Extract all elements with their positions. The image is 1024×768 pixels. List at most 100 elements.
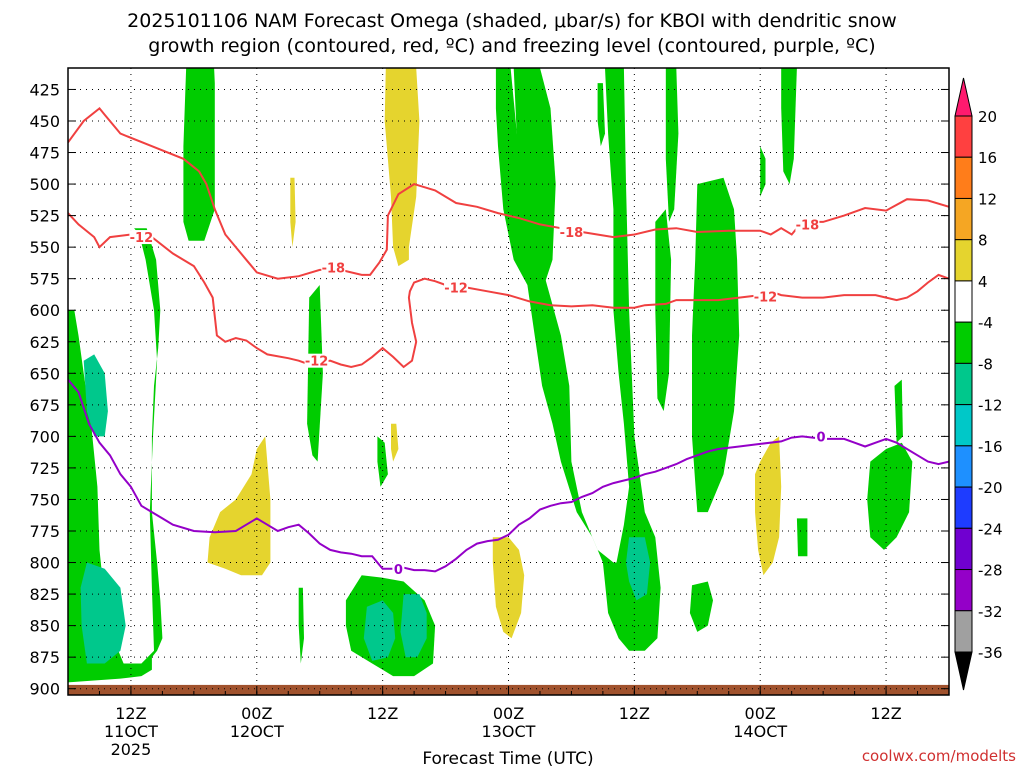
colorbar-segment-8	[954, 445, 973, 488]
omega-region-1-2	[363, 600, 396, 661]
omega-region-0-8	[665, 68, 679, 222]
x-tick-label-1-1: 12OCT	[230, 722, 284, 741]
y-axis: 425 450 475 500 525 550 575 600 625 650 675 700 725 7…	[29, 80, 949, 699]
omega-region-0-1	[183, 68, 215, 241]
colorbar: 20 16 12 8 4 -4 -8 -12 -16 -20 -24 -28 -32 -36	[954, 77, 1003, 691]
colorbar-label-2: 12	[978, 190, 997, 208]
colorbar-segment-9	[954, 486, 973, 529]
colorbar-segment-12	[954, 610, 973, 653]
freezing-label-bg-1	[815, 429, 828, 444]
omega-region-1-3	[400, 594, 427, 658]
colorbar-top-triangle	[954, 77, 973, 117]
freezing-level-line	[68, 378, 949, 573]
colorbar-segment-10	[954, 527, 973, 571]
omega-region-0-14	[689, 581, 713, 632]
contour-label-bg-5	[753, 289, 778, 304]
isotherm-minus12-line	[68, 212, 949, 369]
y-tick-label-650: 650	[29, 364, 60, 383]
omega-region-0-9	[597, 83, 605, 147]
colorbar-label-3: 8	[978, 232, 988, 250]
contour-label-bg-3	[559, 225, 584, 240]
colorbar-label-7: -12	[978, 397, 1003, 415]
y-tick-label-675: 675	[29, 396, 60, 415]
colorbar-segment-4	[954, 280, 973, 323]
colorbar-label-5: -4	[978, 314, 993, 332]
colorbar-segment-1	[954, 156, 973, 199]
x-tick-label-5-1: 14OCT	[733, 722, 787, 741]
omega-region-2-2	[207, 436, 271, 576]
x-tick-label-0-1: 11OCT	[104, 722, 158, 741]
y-tick-label-900: 900	[29, 680, 60, 699]
isotherm-contours: -12 -18 -12 -18 -12 -12 -18 0 0	[68, 107, 949, 578]
y-tick-label-825: 825	[29, 585, 60, 604]
colorbar-bottom-triangle	[954, 651, 973, 691]
y-tick-label-850: 850	[29, 617, 60, 636]
contour-label-0: -12	[130, 231, 154, 246]
colorbar-label-0: 20	[978, 108, 997, 126]
contour-label-1: -18	[322, 261, 346, 276]
omega-region-0-3	[377, 436, 388, 487]
y-tick-label-600: 600	[29, 301, 60, 320]
credit-text: coolwx.com/modelts	[862, 747, 1016, 765]
contour-label-5: -12	[754, 290, 778, 305]
omega-region-1-4	[626, 537, 651, 601]
omega-region-0-11	[692, 177, 740, 513]
omega-region-1-0	[83, 354, 108, 437]
y-tick-label-700: 700	[29, 427, 60, 446]
x-axis-title: Forecast Time (UTC)	[422, 749, 593, 768]
colorbar-label-6: -8	[978, 355, 993, 373]
x-tick-label-3-0: 00Z	[493, 704, 524, 723]
colorbar-label-12: -32	[978, 603, 1003, 621]
omega-region-0-6	[495, 68, 661, 651]
omega-region-2-0	[384, 68, 420, 267]
chart-title-line-2: growth region (contoured, red, ºC) and f…	[148, 35, 875, 57]
omega-region-1-1	[80, 562, 126, 664]
colorbar-segment-11	[954, 569, 973, 612]
contour-label-3: -18	[560, 226, 584, 241]
y-tick-label-425: 425	[29, 80, 60, 99]
omega-region-0-15	[796, 518, 808, 557]
colorbar-segment-3	[954, 239, 973, 282]
contour-label-bg-2	[304, 353, 329, 368]
y-tick-label-500: 500	[29, 175, 60, 194]
omega-region-0-12	[781, 68, 797, 185]
colorbar-segment-7	[954, 404, 973, 447]
omega-region-2-5	[391, 423, 399, 462]
colorbar-label-8: -16	[978, 438, 1003, 456]
contour-label-2: -12	[305, 355, 329, 370]
isotherm-minus18-line	[68, 107, 949, 280]
y-tick-label-875: 875	[29, 648, 60, 667]
x-tick-label-3-1: 13OCT	[482, 722, 536, 741]
colorbar-segment-2	[954, 197, 973, 241]
contour-label-bg-4	[444, 280, 469, 295]
y-tick-label-725: 725	[29, 459, 60, 478]
x-tick-label-6-0: 12Z	[870, 704, 901, 723]
grid-lines	[68, 68, 949, 695]
chart-title-line-1: 2025101106 NAM Forecast Omega (shaded, μ…	[127, 10, 897, 32]
colorbar-label-4: 4	[978, 273, 988, 291]
colorbar-label-13: -36	[978, 644, 1003, 662]
freezing-label-bg-0	[392, 561, 405, 576]
y-tick-label-800: 800	[29, 554, 60, 573]
colorbar-segment-6	[954, 362, 973, 406]
omega-region-0-10	[655, 209, 672, 412]
colorbar-label-1: 16	[978, 149, 997, 167]
y-tick-label-475: 475	[29, 144, 60, 163]
omega-region-2-1	[290, 177, 296, 248]
omega-region-0-4	[298, 587, 304, 664]
colorbar-label-9: -20	[978, 479, 1003, 497]
colorbar-segment-0	[954, 115, 973, 158]
y-tick-label-750: 750	[29, 490, 60, 509]
colorbar-segment-5	[954, 321, 973, 364]
omega-region-2-4	[755, 436, 782, 576]
omega-region-0-7	[513, 68, 556, 298]
x-tick-label-2-0: 12Z	[367, 704, 398, 723]
x-tick-label-4-0: 12Z	[619, 704, 650, 723]
y-tick-label-550: 550	[29, 238, 60, 257]
y-tick-label-525: 525	[29, 207, 60, 226]
x-tick-label-5-0: 00Z	[745, 704, 776, 723]
contour-label-6: -18	[796, 218, 820, 233]
y-tick-label-775: 775	[29, 522, 60, 541]
